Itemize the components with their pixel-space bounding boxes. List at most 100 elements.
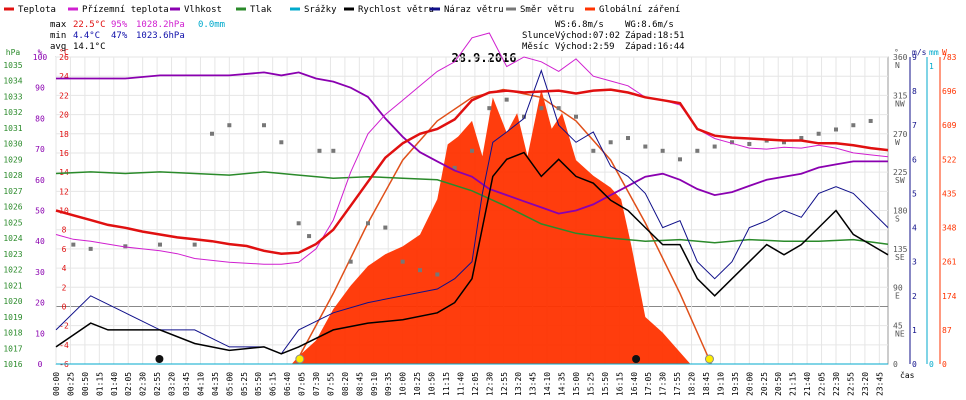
- direction-label-6: E: [895, 291, 900, 300]
- x-tick-0: 00:00: [52, 372, 61, 396]
- direction-dot-6: [227, 123, 232, 128]
- hpa-axis-tick-4: 1031: [3, 124, 22, 133]
- percent-axis-label: %: [38, 48, 43, 57]
- x-tick-21: 08:45: [355, 372, 364, 396]
- direction-dot-5: [210, 131, 214, 136]
- direction-dot-16: [400, 259, 405, 264]
- x-tick-51: 21:15: [789, 372, 798, 396]
- direction-dot-30: [643, 144, 648, 149]
- x-tick-15: 06:15: [269, 372, 278, 396]
- x-tick-48: 20:00: [745, 372, 754, 396]
- hpa-axis-tick-3: 1032: [3, 108, 22, 117]
- wm2-axis-tick-8: 87: [942, 326, 952, 335]
- ground-temp-line: [55, 32, 889, 265]
- hpa-axis-tick-19: 1016: [3, 360, 22, 369]
- percent-axis-tick-5: 50: [35, 207, 45, 216]
- x-tick-3: 01:15: [95, 372, 104, 396]
- direction-dot-1: [88, 246, 93, 251]
- celsius-axis-tick-5: 16: [59, 149, 69, 158]
- x-tick-37: 15:25: [586, 372, 595, 396]
- direction-dot-20: [470, 148, 474, 153]
- direction-dot-34: [712, 144, 717, 149]
- x-tick-10: 04:10: [196, 372, 205, 396]
- direction-dot-43: [868, 118, 873, 123]
- direction-dot-19: [452, 165, 457, 170]
- x-tick-6: 02:30: [139, 372, 148, 396]
- percent-axis-tick-2: 80: [35, 114, 45, 123]
- hpa-axis-tick-5: 1030: [3, 140, 22, 149]
- direction-dot-41: [834, 127, 838, 132]
- legend-label-8: Globální záření: [599, 5, 680, 15]
- x-tick-8: 03:20: [168, 372, 177, 396]
- direction-dot-8: [279, 140, 284, 145]
- celsius-axis-tick-3: 20: [59, 111, 69, 120]
- sun-moon-info: WS:6.8m/s WG:8.6m/s Slunce Východ:07:02 …: [522, 20, 685, 52]
- legend-label-2: Vlhkost: [184, 5, 222, 15]
- moon-rise: Východ:2:59: [555, 42, 615, 52]
- direction-dot-13: [348, 259, 353, 264]
- direction-dot-25: [556, 106, 561, 111]
- x-tick-46: 19:10: [716, 372, 725, 396]
- direction-dot-29: [626, 136, 630, 141]
- min-hum: 47%: [111, 31, 128, 41]
- legend-label-0: Teplota: [18, 5, 56, 15]
- x-tick-43: 17:55: [673, 372, 682, 396]
- legend-label-3: Tlak: [250, 5, 272, 15]
- moon-label: Měsíc: [522, 42, 549, 52]
- legend-label-1: Přízemní teplota: [82, 5, 169, 15]
- humidity-line: [56, 71, 888, 215]
- x-tick-54: 22:30: [832, 372, 841, 396]
- celsius-axis-tick-14: -2: [59, 322, 69, 331]
- radiation-area: [291, 89, 691, 364]
- x-tick-11: 04:35: [211, 372, 220, 396]
- x-tick-50: 20:50: [774, 372, 783, 396]
- sunset-icon: [704, 354, 714, 364]
- ms-axis-tick-3: 6: [912, 155, 917, 164]
- x-tick-49: 20:25: [760, 372, 769, 396]
- x-tick-25: 10:25: [413, 372, 422, 396]
- direction-dot-36: [747, 141, 752, 146]
- sun-set: Západ:18:51: [625, 31, 685, 41]
- percent-axis-tick-1: 90: [35, 84, 45, 93]
- x-tick-5: 02:05: [124, 372, 133, 396]
- wm2-axis-tick-0: 783: [942, 53, 957, 62]
- hpa-axis-tick-17: 1018: [3, 329, 22, 338]
- wm2-axis-tick-1: 696: [942, 87, 957, 96]
- x-tick-14: 05:50: [254, 372, 263, 396]
- hpa-axis-tick-10: 1025: [3, 218, 22, 227]
- direction-dot-23: [522, 114, 526, 119]
- direction-tick-6: 90: [893, 283, 903, 292]
- percent-axis-tick-6: 40: [35, 237, 45, 246]
- plot-area: [55, 32, 889, 365]
- celsius-axis-tick-1: 24: [59, 72, 69, 81]
- hpa-axis-tick-9: 1026: [3, 203, 22, 212]
- direction-dot-17: [418, 268, 422, 273]
- direction-label-1: NW: [895, 99, 905, 108]
- celsius-axis-tick-0: 26: [59, 53, 69, 62]
- wind-gust-max: WG:8.6m/s: [625, 20, 674, 30]
- ms-axis-tick-0: 9: [912, 53, 917, 62]
- min-press: 1023.6hPa: [136, 31, 185, 41]
- mm-axis-tick-0: 1: [929, 62, 934, 71]
- hpa-axis-tick-2: 1033: [3, 92, 22, 101]
- x-tick-47: 19:35: [731, 372, 740, 396]
- direction-label-3: SW: [895, 176, 905, 185]
- ms-axis-tick-9: 0: [912, 360, 917, 369]
- x-tick-45: 18:45: [702, 372, 711, 396]
- x-tick-18: 07:30: [312, 372, 321, 396]
- hpa-axis-tick-1: 1034: [3, 77, 22, 86]
- moonrise-icon: [155, 355, 164, 363]
- direction-label-4: S: [895, 215, 900, 224]
- mm-axis-tick-1: 0: [929, 360, 934, 369]
- x-tick-57: 23:45: [875, 372, 884, 396]
- hpa-axis-tick-18: 1017: [3, 344, 22, 353]
- wm2-axis-tick-5: 348: [942, 224, 957, 233]
- x-tick-20: 08:20: [341, 372, 350, 396]
- sun-rise: Východ:07:02: [555, 31, 620, 41]
- direction-dot-12: [331, 148, 336, 153]
- x-tick-26: 10:50: [428, 372, 437, 396]
- legend-label-7: Směr větru: [520, 5, 574, 15]
- celsius-axis-tick-4: 18: [59, 130, 69, 139]
- moon-set: Západ:16:44: [625, 42, 685, 52]
- ms-axis-tick-7: 2: [912, 292, 917, 301]
